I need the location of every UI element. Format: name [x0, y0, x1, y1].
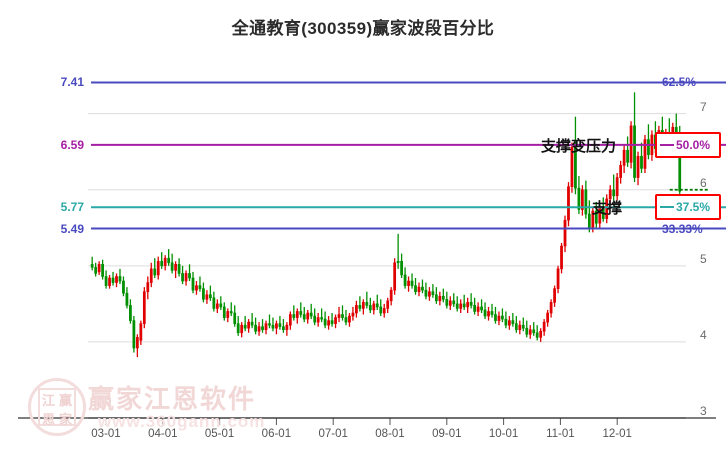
watermark-logo-char-2: 赢: [58, 393, 72, 408]
watermark-logo-char-1: 江: [41, 393, 55, 408]
level-price-label-500: 6.59: [60, 137, 84, 152]
level-percent-label-3333: 33.33%: [662, 221, 703, 236]
y-axis-tick-label: 3: [700, 404, 707, 418]
x-axis-tick-label: 06-01: [261, 428, 292, 440]
level-price-label-625: 7.41: [60, 75, 84, 90]
level-annotation-500: 支撑变压力: [541, 137, 617, 155]
y-axis-tick-label: 4: [700, 327, 707, 342]
x-axis-tick-label: 09-01: [432, 428, 462, 440]
watermark-logo: 江 赢 恩 家: [28, 378, 86, 436]
y-axis-tick-label: 6: [700, 175, 707, 190]
watermark-logo-char-3: 恩: [41, 412, 55, 427]
level-price-label-375: 5.77: [60, 200, 84, 215]
y-axis-tick-label: 5: [700, 251, 707, 266]
x-axis-tick-label: 12-01: [602, 428, 632, 440]
x-axis-tick-label: 03-01: [91, 428, 121, 440]
x-axis-tick-label: 04-01: [148, 428, 178, 440]
x-axis-tick-label: 10-01: [488, 428, 519, 440]
x-axis-tick-label: 08-01: [375, 428, 405, 440]
watermark-url: www.360gann.com: [98, 412, 266, 431]
x-axis-tick-label: 11-01: [546, 428, 575, 440]
watermark-logo-char-4: 家: [58, 412, 72, 427]
y-axis-tick-label: 7: [700, 99, 707, 114]
watermark-logo-inner: 江 赢 恩 家: [38, 388, 76, 427]
level-percent-label-500: 50.0%: [676, 137, 711, 152]
page-title: 全通教育(300359)赢家波段百分比: [231, 19, 495, 38]
watermark-brand: 赢家江恩软件: [88, 384, 257, 414]
level-percent-label-625: 62.5%: [662, 75, 697, 90]
level-connector-dash: [660, 206, 674, 209]
level-annotation-375: 支撑: [592, 200, 623, 218]
level-percent-label-375: 37.5%: [676, 200, 711, 215]
level-price-label-3333: 5.49: [60, 221, 84, 236]
x-axis-tick-label: 07-01: [318, 428, 348, 440]
level-connector-dash: [660, 143, 674, 146]
x-axis-tick-label: 05-01: [204, 428, 235, 440]
